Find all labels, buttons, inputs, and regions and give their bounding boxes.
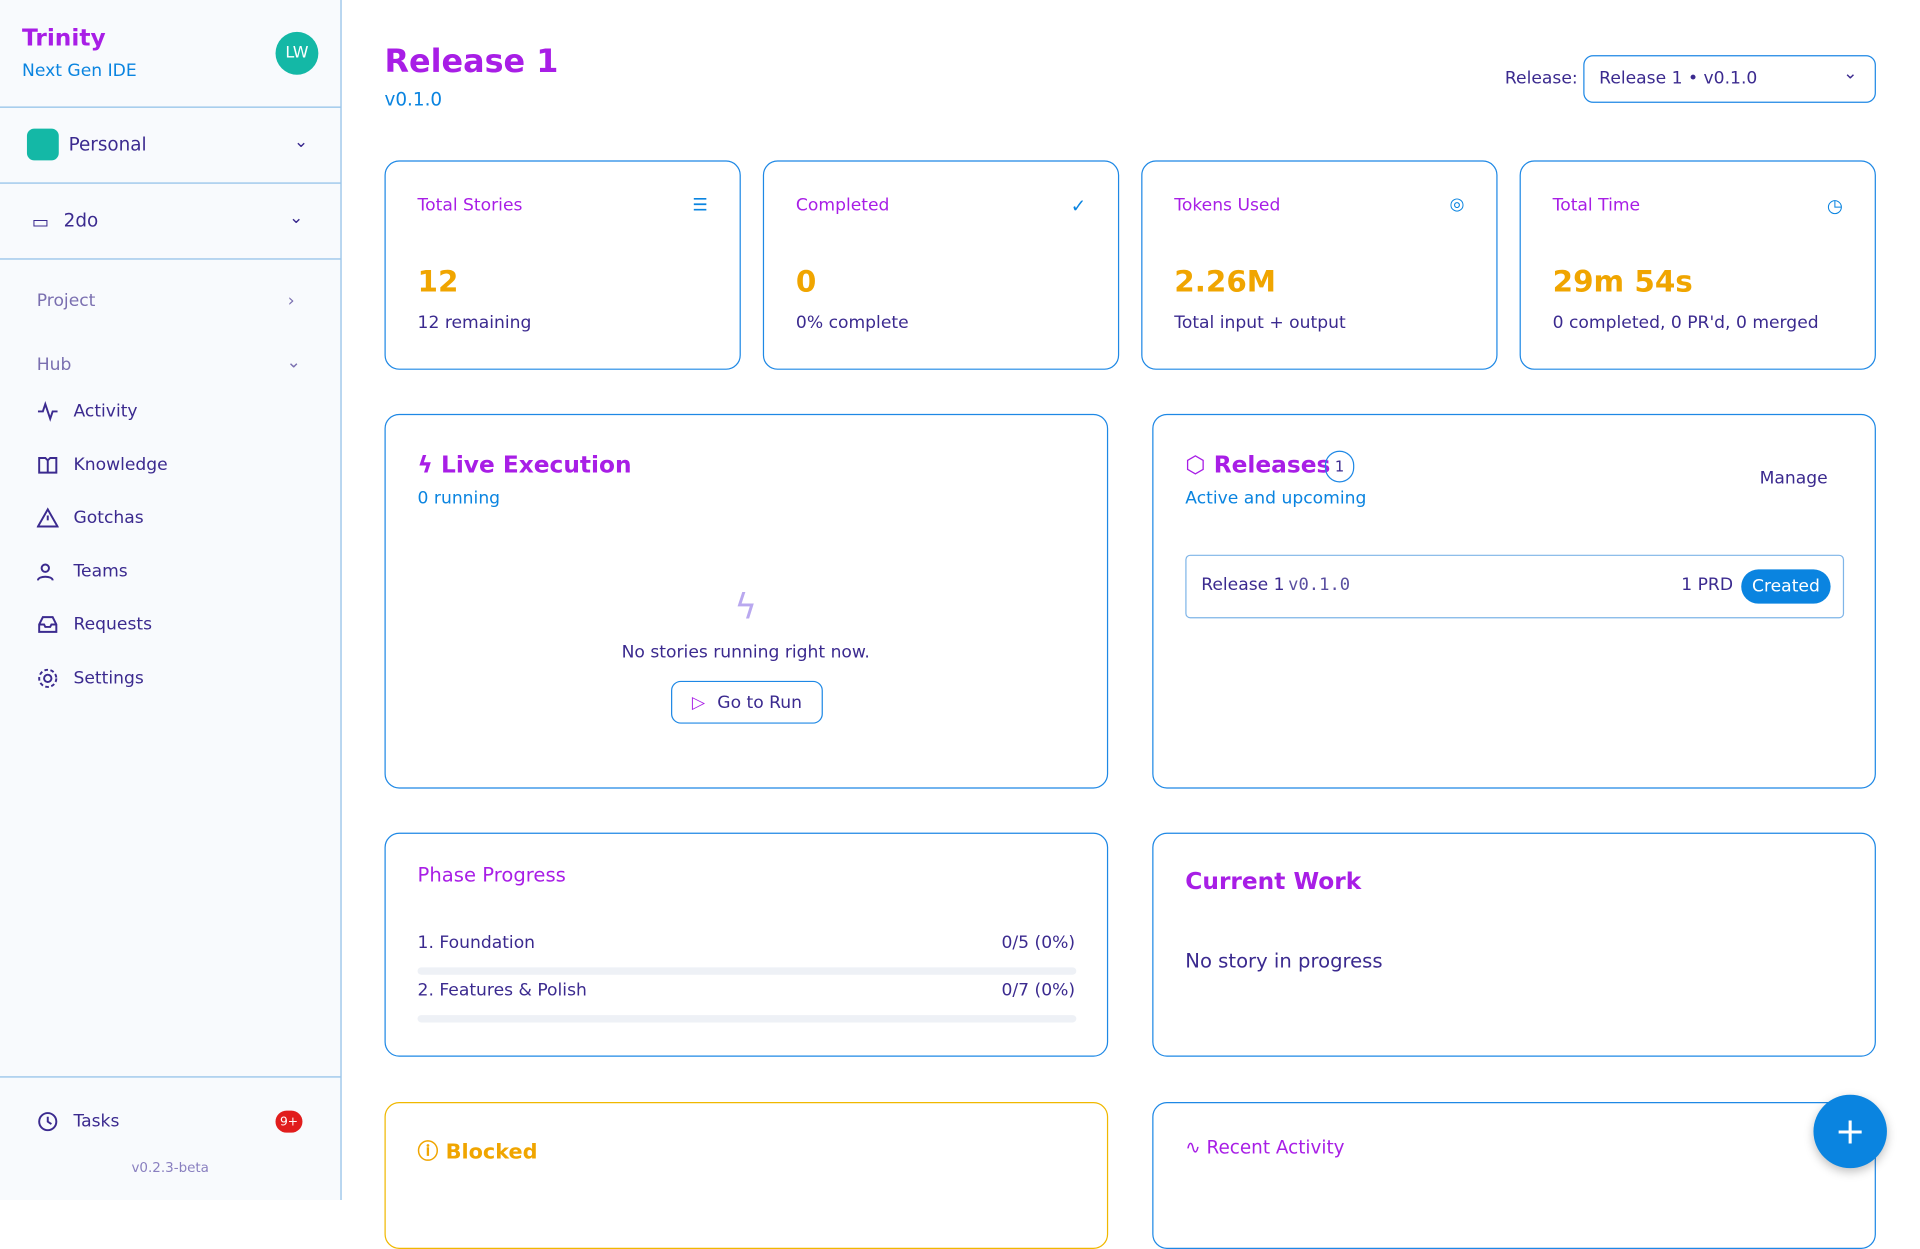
live-card: ϟ Live Execution 0 running ϟ No stories … xyxy=(384,413,1109,789)
nav-label: Settings xyxy=(73,668,144,689)
selector-label: Release: xyxy=(1504,68,1578,89)
empty-text: No stories running right now. xyxy=(621,642,870,663)
status: Created xyxy=(1741,569,1831,604)
project-icon: ▭ xyxy=(31,210,50,233)
nav-item[interactable]: Teams xyxy=(36,561,128,583)
progress-track xyxy=(417,1015,1077,1023)
title-text: Blocked xyxy=(445,1140,538,1165)
nav-label: Knowledge xyxy=(73,455,168,476)
stat-label: Total Time xyxy=(1552,195,1641,216)
release-name: Release 1 xyxy=(1201,575,1285,596)
stat-sub: 0 completed, 0 PR'd, 0 merged xyxy=(1552,313,1819,334)
nav-item[interactable]: Activity xyxy=(37,400,138,422)
prd: 1 PRD xyxy=(1681,575,1734,596)
stat-card: Completed 0 0% complete ✓ xyxy=(762,160,1120,370)
phase-name: 1. Foundation xyxy=(417,933,536,953)
stat-sub: Total input + output xyxy=(1174,313,1346,334)
stat-card: Tokens Used 2.26M Total input + output ◎ xyxy=(1141,160,1498,370)
releases-card: ⬡ Releases 1 Active and upcoming Manage … xyxy=(1152,413,1876,789)
card-title: ∿ Recent Activity xyxy=(1185,1136,1345,1159)
workspace[interactable]: Personal xyxy=(68,133,147,156)
stat-value: 0 xyxy=(795,264,817,299)
button-label: Go to Run xyxy=(717,692,803,713)
phase-name: 2. Features & Polish xyxy=(417,980,587,1001)
stat-card: Total Time 29m 54s 0 completed, 0 PR'd, 0 … xyxy=(1519,160,1876,370)
nav-label: Gotchas xyxy=(73,508,144,528)
nav-label: Teams xyxy=(73,562,128,582)
chevron: › xyxy=(287,291,295,312)
nav-label: Requests xyxy=(73,614,153,635)
page-version: v0.1.0 xyxy=(384,88,443,111)
select-value: Release 1 • v0.1.0 xyxy=(1599,68,1758,89)
stat-label: Completed xyxy=(795,195,890,216)
tasks[interactable]: Tasks xyxy=(37,1111,120,1133)
fab[interactable]: + xyxy=(1813,1094,1887,1169)
badge: 9+ xyxy=(275,1110,303,1133)
title-text: Releases xyxy=(1213,451,1331,479)
version: v0.2.3-beta xyxy=(131,1159,209,1176)
card-title: ϟ Live Execution xyxy=(417,451,632,479)
brand: Trinity xyxy=(22,24,106,52)
stat-value: 29m 54s xyxy=(1552,264,1693,299)
card-subtitle: 0 running xyxy=(417,488,501,509)
count: 1 xyxy=(1324,450,1355,483)
nav-item[interactable]: Gotchas xyxy=(36,507,144,529)
nav-item[interactable]: Settings xyxy=(37,667,144,689)
card-title: ⬡ Releases xyxy=(1185,451,1331,479)
current-card: Current Work No story in progress xyxy=(1152,832,1876,1057)
section-project[interactable]: Project xyxy=(36,291,96,312)
chevron: ⌄ xyxy=(288,208,304,228)
stat-card: Total Stories 12 12 remaining ☰ xyxy=(384,160,741,370)
stat-sub: 12 remaining xyxy=(417,313,532,334)
phase-card: Phase Progress 1. Foundation 0/5 (0%) 2.… xyxy=(384,832,1109,1057)
nav-item[interactable]: Requests xyxy=(37,613,152,635)
project[interactable]: 2do xyxy=(63,209,99,232)
card-subtitle: Active and upcoming xyxy=(1185,488,1367,509)
blocked-card: ⓘ Blocked xyxy=(384,1102,1109,1249)
title-text: Live Execution xyxy=(441,451,632,479)
stat-sub: 0% complete xyxy=(795,313,909,334)
phase-progress: 0/7 (0%) xyxy=(1001,980,1076,1001)
tagline: Next Gen IDE xyxy=(22,61,137,81)
recent-card: ∿ Recent Activity xyxy=(1152,1102,1876,1249)
release-row[interactable]: Release 1 v0.1.0 1 PRD Created xyxy=(1185,554,1845,619)
stat-label: Total Stories xyxy=(417,195,523,216)
chevron: ⌄ xyxy=(286,352,301,373)
run-button[interactable]: ▷ Go to Run xyxy=(671,680,823,724)
tasks-label: Tasks xyxy=(73,1111,120,1132)
phase-progress: 0/5 (0%) xyxy=(1001,933,1076,953)
progress-track xyxy=(417,967,1077,975)
nav-item[interactable]: Knowledge xyxy=(37,454,168,476)
avatar[interactable]: LW xyxy=(275,31,319,75)
stat-value: 2.26M xyxy=(1174,264,1277,299)
stat-label: Tokens Used xyxy=(1174,195,1281,216)
manage[interactable]: Manage xyxy=(1759,468,1828,489)
current-text: No story in progress xyxy=(1185,948,1383,973)
title-text: Recent Activity xyxy=(1206,1136,1345,1159)
empty-icon: ϟ xyxy=(734,586,758,627)
card-title: ⓘ Blocked xyxy=(417,1140,538,1165)
release-version: v0.1.0 xyxy=(1288,575,1351,596)
nav-label: Activity xyxy=(73,401,138,422)
card-title: Current Work xyxy=(1185,868,1362,896)
workspace-icon xyxy=(26,128,59,161)
sidebar: Trinity Next Gen IDE LW Personal ⌄ ▭ 2do… xyxy=(0,0,342,1201)
section-hub[interactable]: Hub xyxy=(36,355,72,375)
release-select[interactable]: Release 1 • v0.1.0 ⌄ xyxy=(1583,55,1876,103)
page-title: Release 1 xyxy=(384,44,559,81)
card-title: Phase Progress xyxy=(417,863,566,887)
chevron: ⌄ xyxy=(293,132,309,152)
stat-value: 12 xyxy=(417,264,459,299)
